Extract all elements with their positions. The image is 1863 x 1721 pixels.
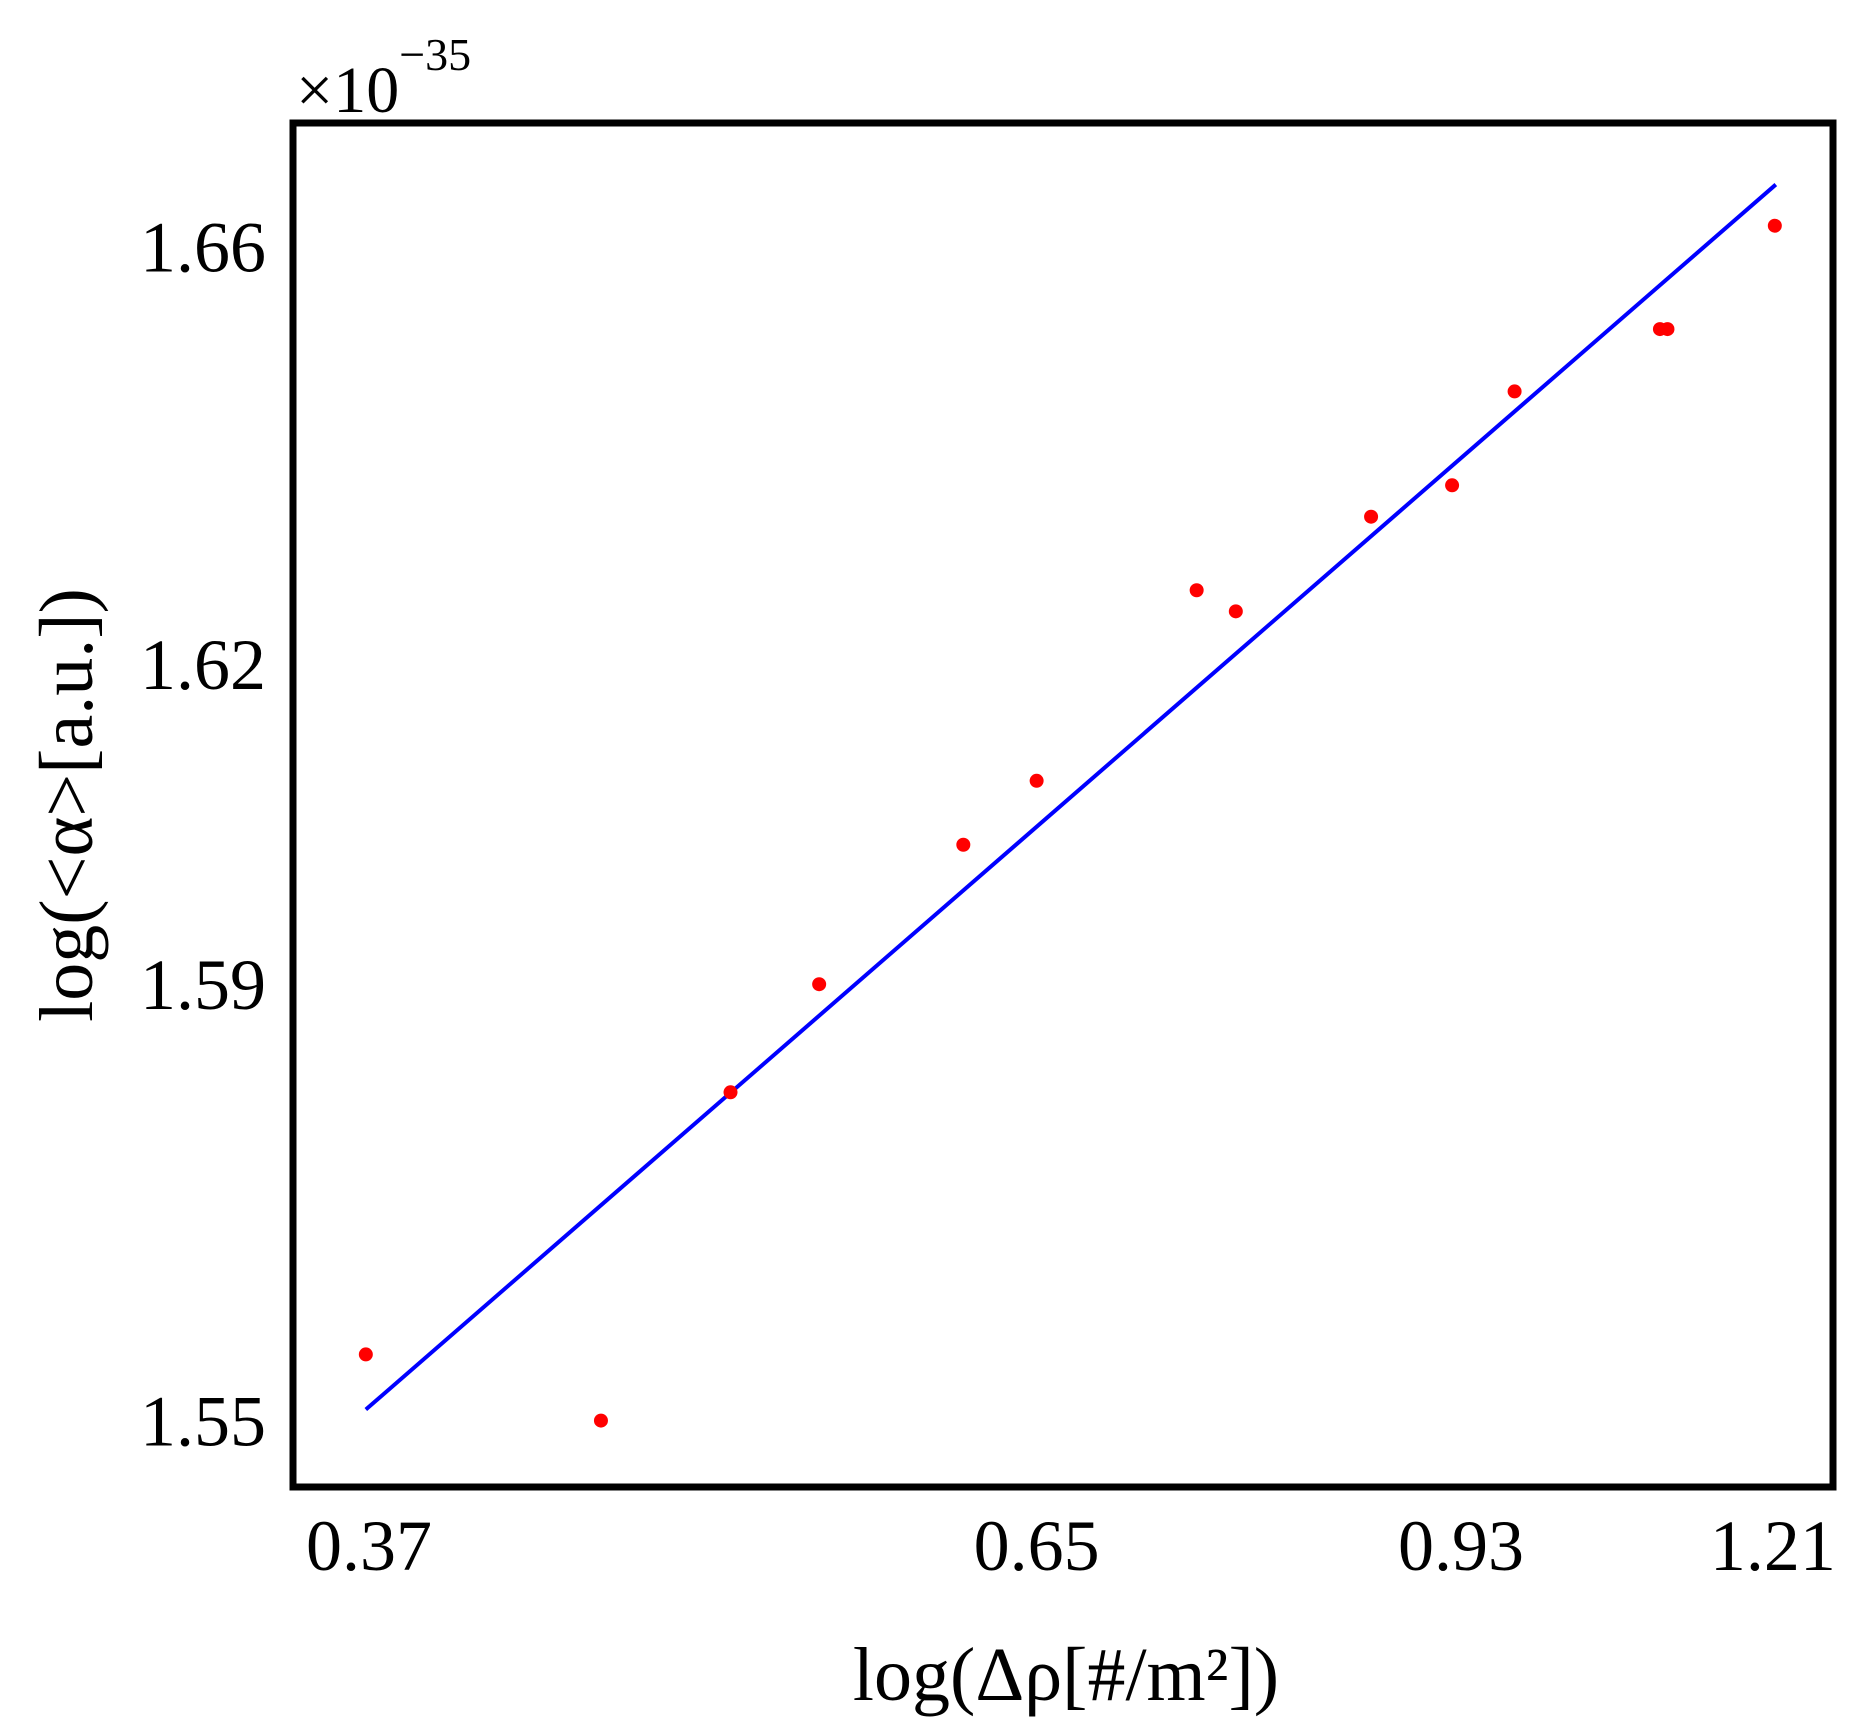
y-tick-label: 1.62 (140, 625, 266, 705)
data-point (1228, 604, 1243, 619)
plot-marks (358, 183, 1782, 1428)
data-point (358, 1347, 373, 1362)
data-point (593, 1413, 608, 1428)
fit-line (364, 183, 1778, 1412)
data-point (1029, 773, 1044, 788)
x-tick-label: 0.65 (974, 1506, 1100, 1586)
data-point (1364, 509, 1379, 524)
data-point (1660, 322, 1675, 337)
data-point (1767, 218, 1782, 233)
plot-frame (289, 119, 1837, 1491)
data-point (812, 977, 827, 992)
x-axis-label: log(Δρ[#/m²]) (853, 1633, 1279, 1717)
y-axis-multiplier: ×10−35 (296, 29, 471, 127)
data-point (1507, 384, 1522, 399)
data-point (956, 837, 971, 852)
y-tick-label: 1.59 (140, 945, 266, 1025)
data-point (1445, 478, 1460, 493)
y-tick-label: 1.66 (140, 207, 266, 287)
y-axis-ticks: 1.55 1.59 1.62 1.66 (140, 207, 266, 1461)
data-point (723, 1085, 738, 1100)
x-tick-label: 1.21 (1710, 1506, 1836, 1586)
y-axis-multiplier-exponent: −35 (399, 29, 471, 80)
x-tick-label: 0.37 (306, 1506, 432, 1586)
data-point (1189, 583, 1204, 598)
x-tick-label: 0.93 (1398, 1506, 1524, 1586)
y-axis-label: log(<α>[a.u.]) (25, 588, 109, 1022)
y-tick-label: 1.55 (140, 1382, 266, 1462)
x-axis-ticks: 0.37 0.65 0.93 1.21 (306, 1506, 1836, 1586)
